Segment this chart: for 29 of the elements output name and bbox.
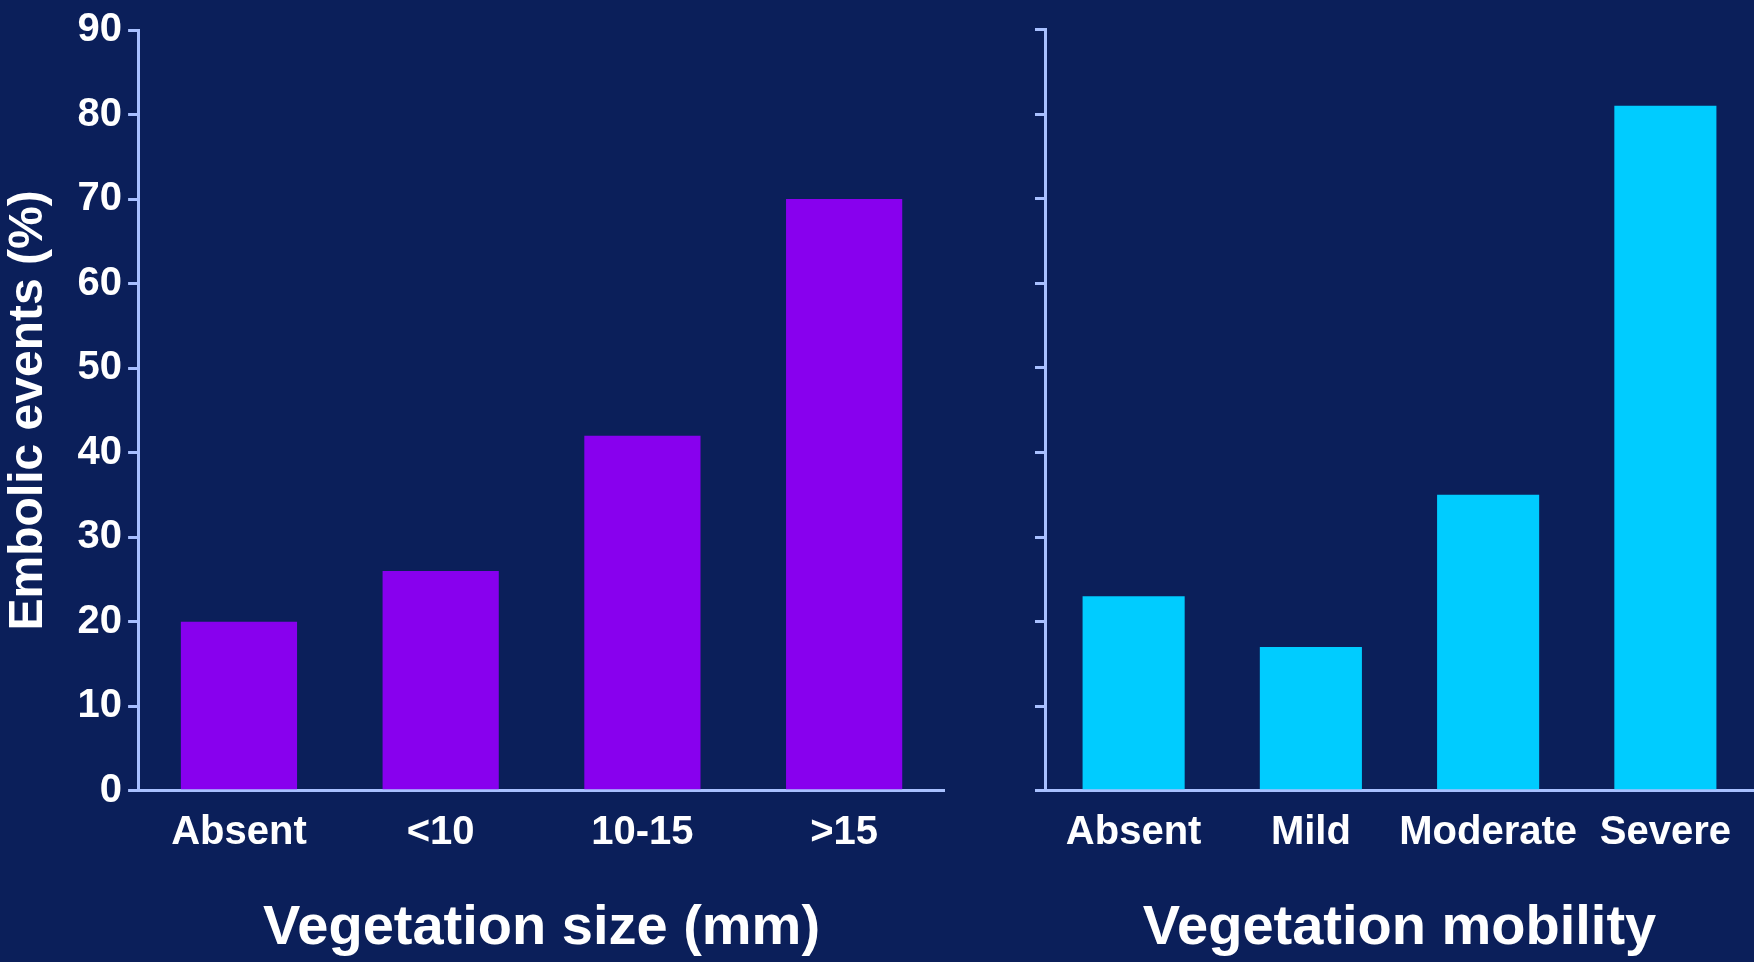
y-tick-label: 70 [77, 174, 123, 219]
y-tick-label: 40 [77, 427, 123, 472]
y-tick-label: 0 [99, 765, 123, 810]
y-tick-label: 10 [77, 681, 123, 726]
x-axis-title: Vegetation size (mm) [263, 892, 821, 956]
x-tick-label: 10-15 [591, 807, 694, 852]
y-tick-label: 90 [77, 5, 123, 50]
bar [1614, 105, 1717, 790]
x-tick-label: Severe [1599, 807, 1731, 852]
y-tick-label: 80 [77, 89, 123, 134]
y-tick-label: 60 [77, 258, 123, 303]
bar [786, 199, 903, 790]
y-tick-label: 30 [77, 512, 123, 557]
y-tick-label: 50 [77, 343, 123, 388]
bar [382, 571, 499, 790]
x-tick-label: <10 [406, 807, 475, 852]
x-tick-label: Absent [171, 807, 307, 852]
y-axis-title: Embolic events (%) [0, 190, 53, 631]
x-tick-label: >15 [810, 807, 879, 852]
bar [1437, 494, 1540, 790]
x-tick-label: Moderate [1399, 807, 1578, 852]
x-tick-label: Mild [1270, 807, 1351, 852]
y-tick-label: 20 [77, 596, 123, 641]
bar [1259, 647, 1362, 790]
x-tick-label: Absent [1065, 807, 1202, 852]
bar [180, 621, 298, 790]
bar [1082, 596, 1185, 790]
x-axis-title: Vegetation mobility [1142, 892, 1657, 956]
bar [584, 435, 701, 790]
